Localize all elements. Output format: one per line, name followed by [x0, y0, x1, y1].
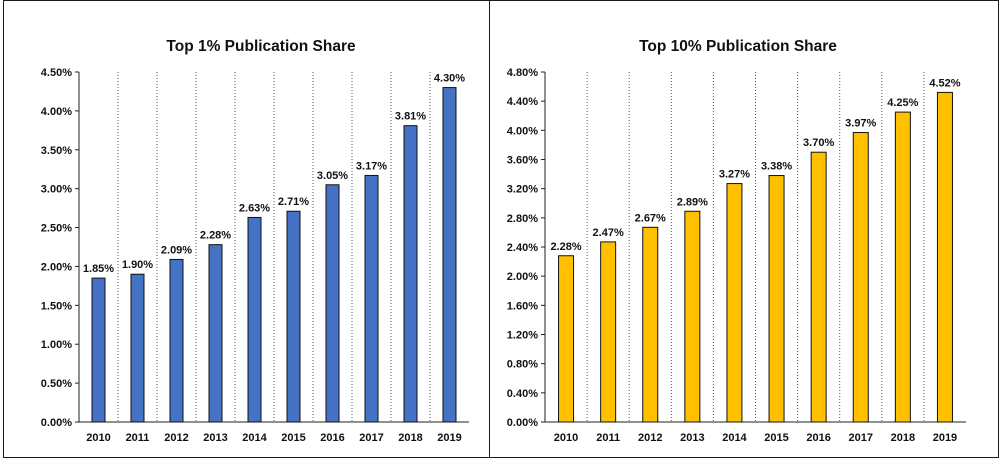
x-tick-label: 2010 — [86, 432, 110, 444]
data-label: 3.81% — [395, 111, 426, 123]
x-tick-label: 2013 — [680, 432, 704, 444]
data-label: 3.27% — [719, 169, 750, 181]
top1-chart-panel: Top 1% Publication Share 0.00% 0.50% 1.00%… — [3, 0, 489, 458]
bar — [810, 151, 827, 423]
bar — [726, 183, 743, 423]
bar — [600, 241, 617, 423]
x-tick-label: 2019 — [437, 432, 461, 444]
top10-chart-svg: Top 10% Publication Share 0.00% 0.40% 0.80… — [507, 38, 966, 444]
bar — [208, 244, 223, 423]
data-label: 3.38% — [761, 161, 792, 173]
bar — [169, 258, 184, 423]
top10-chart-panel: Top 10% Publication Share 0.00% 0.40% 0.80… — [489, 0, 999, 458]
bar — [442, 87, 457, 423]
chart-title: Top 10% Publication Share — [639, 38, 837, 55]
y-tick-label: 2.80% — [507, 213, 538, 225]
x-tick-label: 2014 — [242, 432, 267, 444]
data-label: 2.28% — [200, 230, 231, 242]
bar — [130, 273, 145, 423]
bar — [325, 184, 340, 423]
data-label: 1.90% — [122, 259, 153, 271]
y-tick-label: 1.60% — [507, 300, 538, 312]
y-tick-label: 0.80% — [507, 359, 538, 371]
bar — [286, 210, 301, 423]
y-tick-label: 2.50% — [41, 223, 72, 235]
bar — [642, 226, 659, 423]
data-label: 3.05% — [317, 170, 348, 182]
x-tick-label: 2018 — [891, 432, 915, 444]
x-tick-label: 2012 — [164, 432, 188, 444]
data-label: 4.25% — [887, 97, 918, 109]
bar — [684, 210, 701, 423]
y-tick-label: 1.00% — [41, 339, 72, 351]
data-label: 2.89% — [677, 196, 708, 208]
data-label: 2.71% — [278, 196, 309, 208]
x-tick-label: 2016 — [320, 432, 344, 444]
y-tick-label: 3.50% — [41, 145, 72, 157]
x-tick-label: 2017 — [359, 432, 383, 444]
x-tick-label: 2011 — [596, 432, 620, 444]
data-label: 1.85% — [83, 263, 114, 275]
y-tick-label: 0.40% — [507, 388, 538, 400]
y-tick-label: 2.40% — [507, 242, 538, 254]
y-tick-label: 0.00% — [41, 417, 72, 429]
y-tick-label: 4.80% — [507, 67, 538, 79]
y-tick-label: 2.00% — [507, 271, 538, 283]
bar — [894, 111, 911, 423]
y-tick-label: 3.00% — [41, 184, 72, 196]
y-tick-label: 3.60% — [507, 155, 538, 167]
y-tick-label: 0.00% — [507, 417, 538, 429]
x-tick-label: 2016 — [806, 432, 830, 444]
data-label: 2.67% — [635, 212, 666, 224]
data-label: 2.09% — [161, 244, 192, 256]
x-tick-label: 2013 — [203, 432, 227, 444]
y-tick-label: 1.50% — [41, 300, 72, 312]
x-tick-label: 2014 — [722, 432, 747, 444]
x-tick-label: 2015 — [281, 432, 305, 444]
x-tick-label: 2015 — [764, 432, 788, 444]
bar — [91, 277, 106, 423]
y-tick-label: 4.00% — [507, 125, 538, 137]
bar — [403, 125, 418, 423]
x-tick-label: 2010 — [554, 432, 578, 444]
top1-chart-svg: Top 1% Publication Share 0.00% 0.50% 1.00%… — [41, 38, 469, 444]
bar — [768, 175, 785, 423]
x-tick-label: 2017 — [849, 432, 873, 444]
y-tick-label: 2.00% — [41, 261, 72, 273]
x-tick-label: 2011 — [126, 432, 150, 444]
x-tick-label: 2019 — [933, 432, 957, 444]
y-tick-label: 0.50% — [41, 378, 72, 390]
bar — [364, 174, 379, 423]
y-tick-label: 4.40% — [507, 96, 538, 108]
bar — [852, 132, 869, 423]
bar — [936, 91, 953, 423]
y-tick-label: 4.00% — [41, 106, 72, 118]
data-label: 3.97% — [845, 118, 876, 130]
data-label: 4.30% — [434, 73, 465, 85]
data-label: 2.63% — [239, 202, 270, 214]
data-label: 4.52% — [929, 77, 960, 89]
bar — [247, 216, 262, 423]
data-label: 2.28% — [550, 241, 581, 253]
data-label: 3.17% — [356, 160, 387, 172]
y-tick-label: 4.50% — [41, 67, 72, 79]
data-label: 3.70% — [803, 137, 834, 149]
y-tick-label: 1.20% — [507, 330, 538, 342]
y-tick-label: 3.20% — [507, 184, 538, 196]
x-tick-label: 2018 — [398, 432, 422, 444]
chart-title: Top 1% Publication Share — [166, 38, 356, 55]
x-tick-label: 2012 — [638, 432, 662, 444]
bar — [558, 255, 575, 423]
data-label: 2.47% — [593, 227, 624, 239]
